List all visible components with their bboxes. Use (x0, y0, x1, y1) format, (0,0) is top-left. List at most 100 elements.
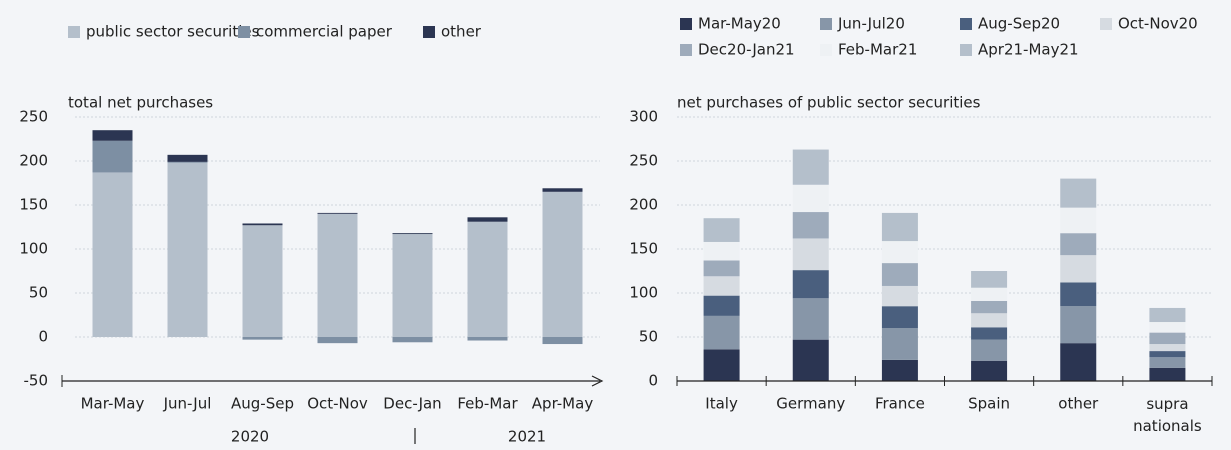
bar-segment (971, 327, 1008, 340)
x-tick-label: Jun-Jul (163, 395, 212, 413)
bar-segment (1149, 332, 1186, 345)
bar-segment (1149, 344, 1186, 352)
legend-label: other (441, 23, 482, 41)
bar-segment (881, 241, 918, 264)
legend-swatch (68, 26, 80, 38)
bar-segment (1060, 306, 1097, 344)
bar-segment (1149, 357, 1186, 368)
legend-label: Jun-Jul20 (837, 15, 905, 33)
x-tick-label: Aug-Sep (231, 395, 294, 413)
bar-segment (971, 287, 1008, 301)
bar-segment (792, 212, 829, 239)
bar-segment (881, 263, 918, 286)
bar-segment (1060, 233, 1097, 256)
y-tick-label: 200 (629, 196, 658, 214)
y-tick-label: -50 (24, 372, 49, 390)
bar-segment (1149, 307, 1186, 323)
bar-segment (92, 140, 133, 173)
bar-segment (92, 130, 133, 141)
bar-segment (317, 212, 358, 214)
bar-segment (792, 339, 829, 381)
bar-segment (703, 260, 740, 277)
bar-segment (392, 233, 433, 235)
bar-segment (167, 162, 208, 337)
bar-segment (971, 271, 1008, 288)
bar-segment (881, 328, 918, 360)
x-tick-label: Dec-Jan (383, 395, 441, 413)
x-axis-arrow (591, 375, 604, 387)
legend-swatch (680, 18, 692, 30)
bar-segment (392, 337, 433, 343)
legend-swatch (960, 44, 972, 56)
bar-segment (317, 213, 358, 337)
bar-segment (703, 218, 740, 242)
bar-segment (881, 212, 918, 242)
bar-segment (392, 234, 433, 337)
axis-label: total net purchases (68, 94, 213, 112)
bar-segment (242, 337, 283, 340)
y-tick-label: 200 (19, 152, 48, 170)
bar-segment (971, 360, 1008, 381)
axis-label: net purchases of public sector securitie… (677, 94, 981, 112)
bar-segment (792, 270, 829, 299)
y-tick-label: 50 (29, 284, 48, 302)
bar-segment (1149, 367, 1186, 381)
x-tick-label: Apr-May (532, 395, 594, 413)
bar-segment (242, 225, 283, 337)
y-tick-label: 250 (19, 108, 48, 126)
bar-segment (881, 359, 918, 381)
legend-swatch (960, 18, 972, 30)
x-tick-label: Spain (968, 395, 1010, 413)
legend-label: Oct-Nov20 (1118, 15, 1198, 33)
x-tick-label: Mar-May (81, 395, 145, 413)
bar-segment (703, 295, 740, 316)
bar-segment (881, 306, 918, 329)
x-tick-label: Italy (705, 395, 738, 413)
bar-segment (167, 161, 208, 163)
bar-segment (1060, 343, 1097, 381)
bar-segment (542, 191, 583, 337)
y-tick-label: 50 (639, 328, 658, 346)
bar-segment (881, 285, 918, 307)
legend-swatch (238, 26, 250, 38)
bar-segment (242, 223, 283, 226)
bar-segment (92, 172, 133, 337)
legend-swatch (680, 44, 692, 56)
bar-segment (703, 276, 740, 296)
bar-segment (971, 300, 1008, 314)
bar-segment (1149, 322, 1186, 333)
bar-segment (703, 241, 740, 261)
legend-label: Dec20-Jan21 (698, 41, 795, 59)
legend-label: Aug-Sep20 (978, 15, 1060, 33)
bar-segment (703, 349, 740, 381)
bar-segment (1060, 282, 1097, 307)
legend-label: Apr21-May21 (978, 41, 1079, 59)
legend-label: Feb-Mar21 (838, 41, 917, 59)
bar-segment (1060, 255, 1097, 283)
bar-segment (467, 221, 508, 337)
y-tick-label: 150 (19, 196, 48, 214)
bar-segment (792, 149, 829, 185)
legend-label: commercial paper (256, 23, 393, 41)
y-tick-label: 0 (648, 372, 658, 390)
bar-segment (317, 337, 358, 344)
bar-segment (703, 315, 740, 350)
x-group-label: 2020 (231, 428, 269, 446)
bar-segment (167, 154, 208, 162)
x-tick-label: Germany (776, 395, 845, 413)
x-tick-label: supra nationals (1133, 395, 1202, 435)
bar-segment (792, 184, 829, 213)
y-tick-label: 250 (629, 152, 658, 170)
legend-swatch (1100, 18, 1112, 30)
bar-segment (542, 337, 583, 345)
legend-label: Mar-May20 (698, 15, 781, 33)
bar-segment (1149, 351, 1186, 358)
bar-segment (1060, 207, 1097, 234)
bar-segment (792, 238, 829, 271)
y-tick-label: 150 (629, 240, 658, 258)
bar-segment (467, 217, 508, 222)
y-tick-label: 0 (38, 328, 48, 346)
bar-segment (1060, 178, 1097, 208)
y-tick-label: 300 (629, 108, 658, 126)
legend-swatch (423, 26, 435, 38)
